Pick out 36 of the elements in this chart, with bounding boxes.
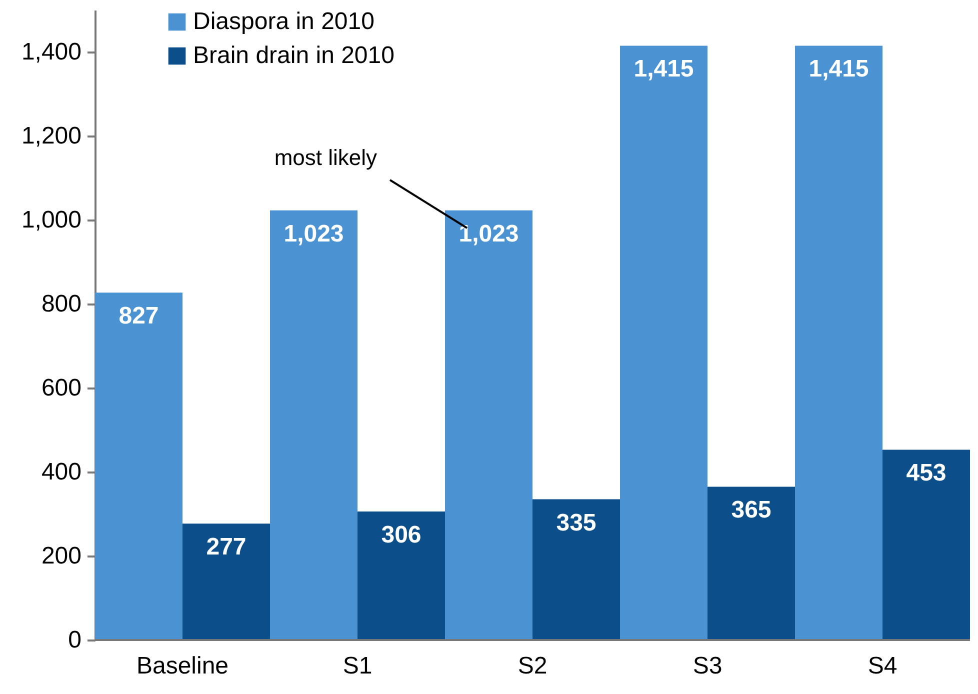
annotation: most likely bbox=[274, 145, 377, 170]
bar bbox=[270, 210, 358, 640]
y-tick-label: 1,200 bbox=[21, 122, 82, 150]
x-tick-label: S2 bbox=[518, 652, 548, 680]
bar bbox=[620, 46, 708, 640]
data-label: 306 bbox=[381, 521, 422, 548]
bar bbox=[795, 46, 882, 640]
legend-label: Brain drain in 2010 bbox=[193, 42, 394, 69]
legend-label: Diaspora in 2010 bbox=[193, 8, 374, 35]
y-tick-label: 1,000 bbox=[21, 206, 82, 234]
data-label: 827 bbox=[118, 302, 159, 330]
data-label: 453 bbox=[906, 460, 946, 487]
x-tick-label: S1 bbox=[342, 652, 372, 680]
data-label: 365 bbox=[731, 496, 772, 524]
x-tick-label: Baseline bbox=[136, 652, 229, 680]
y-tick-label: 600 bbox=[41, 374, 82, 402]
bar bbox=[708, 486, 795, 640]
data-label: 1,415 bbox=[634, 56, 694, 83]
x-tick-label: S4 bbox=[868, 652, 898, 680]
y-tick-label: 0 bbox=[68, 626, 82, 654]
data-label: 1,023 bbox=[284, 220, 344, 248]
data-label: 1,415 bbox=[808, 56, 869, 83]
bar bbox=[182, 524, 270, 640]
y-tick-label: 800 bbox=[41, 290, 82, 318]
y-tick-label: 400 bbox=[41, 458, 82, 486]
bar bbox=[358, 511, 445, 640]
data-label: 277 bbox=[206, 534, 246, 561]
bar bbox=[445, 210, 532, 640]
x-tick-label: S3 bbox=[692, 652, 722, 680]
bar bbox=[95, 292, 182, 640]
y-tick-label: 1,400 bbox=[21, 38, 82, 66]
data-label: 335 bbox=[556, 509, 596, 536]
y-tick-label: 200 bbox=[41, 542, 82, 570]
bar bbox=[532, 499, 620, 640]
bar bbox=[882, 450, 970, 640]
data-label: 1,023 bbox=[458, 220, 519, 248]
